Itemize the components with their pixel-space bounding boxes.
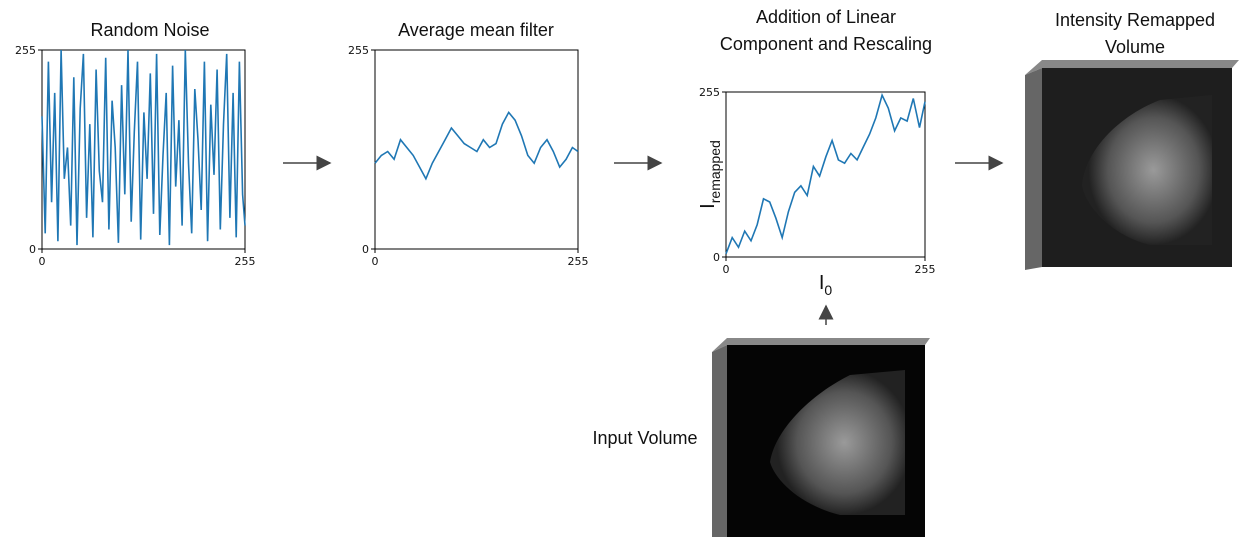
plot-frame — [41, 49, 246, 250]
x-tick-label: 0 — [372, 255, 379, 268]
y-tick-label: 255 — [15, 44, 36, 57]
y-tick-label: 255 — [348, 44, 369, 57]
y-label-main: I — [697, 203, 719, 209]
output-title: Intensity Remapped Volume — [1054, 10, 1216, 57]
input-volume — [712, 338, 930, 537]
chart-title: Addition of Linear Component and Rescali… — [719, 7, 933, 54]
x-tick-label: 255 — [568, 255, 589, 268]
x-label: I0 — [819, 272, 833, 298]
y-tick-label: 0 — [29, 243, 36, 256]
x-label-sub: 0 — [824, 282, 832, 298]
chart-title: Random Noise — [90, 20, 210, 40]
x-tick-label: 0 — [39, 255, 46, 268]
line — [41, 49, 246, 246]
input-label: Input Volume — [592, 428, 697, 448]
x-label-main: I — [819, 272, 825, 294]
y-tick-label: 0 — [362, 243, 369, 256]
y-label: Iremapped — [697, 140, 723, 209]
y-tick-label: 0 — [713, 251, 720, 264]
y-label-sub: remapped — [707, 140, 723, 203]
x-tick-label: 0 — [723, 263, 730, 276]
output-volume — [1025, 60, 1239, 270]
line — [374, 110, 579, 181]
plot-frame — [725, 91, 926, 258]
y-tick-label: 255 — [699, 86, 720, 99]
x-tick-label: 255 — [235, 255, 256, 268]
plot-frame — [374, 49, 579, 250]
line — [725, 92, 926, 255]
x-tick-label: 255 — [915, 263, 936, 276]
chart-title: Average mean filter — [398, 20, 554, 40]
